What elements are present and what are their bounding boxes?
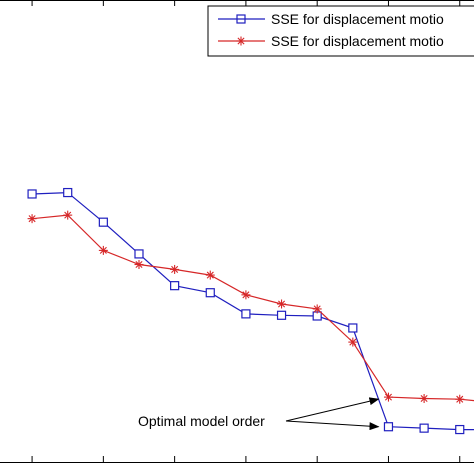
legend-label-0: SSE for displacement motio [271, 11, 444, 27]
data-point [27, 214, 37, 224]
legend-entry-0: SSE for displacement motio [218, 11, 444, 27]
legend-marker-1 [236, 36, 246, 46]
data-point [383, 422, 394, 432]
data-point [27, 189, 37, 199]
data-point [205, 270, 215, 280]
data-point [170, 264, 180, 274]
data-point [348, 323, 358, 333]
legend: SSE for displacement motio SSE for displ… [207, 5, 474, 57]
annotation-arrow-lower [285, 420, 380, 431]
data-point [419, 394, 429, 404]
legend-star-glyph [236, 36, 246, 46]
data-point [205, 288, 215, 298]
data-point [63, 187, 73, 198]
data-point [276, 310, 287, 320]
series-line-1 [32, 214, 474, 402]
data-point [455, 424, 465, 435]
data-point [383, 392, 393, 402]
series-line-0 [32, 191, 474, 431]
legend-marker-0 [236, 14, 246, 24]
data-point [98, 245, 108, 255]
series-1 [27, 210, 474, 404]
data-point [134, 260, 144, 270]
series-0 [27, 187, 474, 435]
data-point [241, 309, 251, 319]
data-point [63, 210, 73, 220]
annotation-arrow-upper [285, 397, 380, 422]
series-layer [27, 187, 474, 435]
data-point [134, 249, 144, 259]
data-point [98, 217, 108, 227]
data-point [170, 281, 180, 291]
data-point [455, 394, 465, 404]
data-point [241, 290, 251, 300]
data-point [348, 337, 358, 347]
plot-axes [0, 0, 474, 463]
data-point [419, 423, 429, 433]
legend-box [207, 5, 474, 57]
annotation: Optimal model order [138, 397, 380, 431]
data-point [277, 299, 287, 309]
data-point [312, 304, 322, 314]
legend-label-1: SSE for displacement motio [271, 33, 444, 49]
legend-entry-1: SSE for displacement motio [218, 33, 444, 49]
annotation-text: Optimal model order [138, 413, 265, 429]
